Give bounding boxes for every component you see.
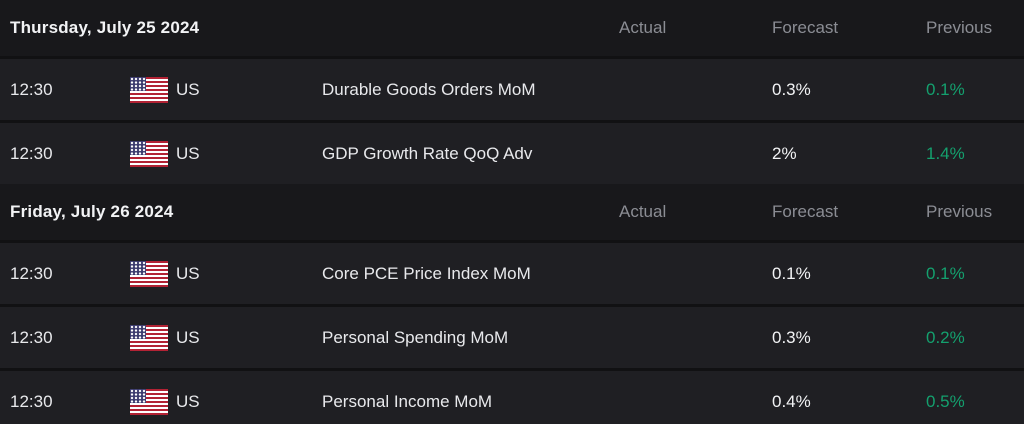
event-row[interactable]: 12:30 US Durable Goods Orders MoM 0.3% 0… (0, 59, 1024, 120)
event-name: Personal Spending MoM (322, 327, 509, 347)
country-code: US (176, 327, 200, 347)
day-header: Thursday, July 25 2024 Actual Forecast P… (0, 0, 1024, 56)
day-header-date: Friday, July 26 2024 (10, 202, 174, 221)
event-row[interactable]: 12:30 US Personal Income MoM 0.4% 0.5% (0, 371, 1024, 424)
day-rows: 12:30 US Core PCE Price Index MoM 0.1% 0… (0, 243, 1024, 424)
day-header: Friday, July 26 2024 Actual Forecast Pre… (0, 184, 1024, 240)
country-code: US (176, 391, 200, 411)
day-header-date: Thursday, July 25 2024 (10, 18, 200, 37)
previous-value: 1.4% (926, 143, 965, 163)
previous-value: 0.1% (926, 263, 965, 283)
event-time: 12:30 (10, 263, 53, 283)
event-row[interactable]: 12:30 US Personal Spending MoM 0.3% 0.2% (0, 307, 1024, 368)
forecast-value: 0.3% (772, 327, 811, 347)
us-flag-canton (130, 324, 146, 339)
column-header-forecast: Forecast (772, 202, 839, 221)
us-flag-icon (130, 260, 168, 287)
event-country: US (130, 388, 322, 415)
column-header-previous: Previous (926, 18, 993, 37)
event-country: US (130, 76, 322, 103)
event-time: 12:30 (10, 391, 53, 411)
forecast-value: 2% (772, 143, 797, 163)
forecast-value: 0.4% (772, 391, 811, 411)
previous-value: 0.1% (926, 79, 965, 99)
us-flag-icon (130, 324, 168, 351)
event-country: US (130, 140, 322, 167)
event-row[interactable]: 12:30 US Core PCE Price Index MoM 0.1% 0… (0, 243, 1024, 304)
previous-value: 0.5% (926, 391, 965, 411)
country-code: US (176, 79, 200, 99)
event-name: Core PCE Price Index MoM (322, 263, 531, 283)
event-time: 12:30 (10, 327, 53, 347)
column-header-forecast: Forecast (772, 18, 839, 37)
column-header-previous: Previous (926, 202, 993, 221)
event-country: US (130, 260, 322, 287)
event-time: 12:30 (10, 143, 53, 163)
day-rows: 12:30 US Durable Goods Orders MoM 0.3% 0… (0, 59, 1024, 184)
us-flag-icon (130, 388, 168, 415)
calendar-day-section: Thursday, July 25 2024 Actual Forecast P… (0, 0, 1024, 184)
us-flag-icon (130, 76, 168, 103)
forecast-value: 0.1% (772, 263, 811, 283)
us-flag-icon (130, 140, 168, 167)
previous-value: 0.2% (926, 327, 965, 347)
event-name: Durable Goods Orders MoM (322, 79, 536, 99)
event-name: GDP Growth Rate QoQ Adv (322, 143, 533, 163)
forecast-value: 0.3% (772, 79, 811, 99)
country-code: US (176, 143, 200, 163)
event-time: 12:30 (10, 79, 53, 99)
country-code: US (176, 263, 200, 283)
calendar-day-section: Friday, July 26 2024 Actual Forecast Pre… (0, 184, 1024, 424)
us-flag-canton (130, 140, 146, 155)
us-flag-canton (130, 76, 146, 91)
column-header-actual: Actual (619, 18, 667, 37)
event-name: Personal Income MoM (322, 391, 493, 411)
event-country: US (130, 324, 322, 351)
us-flag-canton (130, 388, 146, 403)
column-header-actual: Actual (619, 202, 667, 221)
event-row[interactable]: 12:30 US GDP Growth Rate QoQ Adv 2% 1.4% (0, 123, 1024, 184)
us-flag-canton (130, 260, 146, 275)
